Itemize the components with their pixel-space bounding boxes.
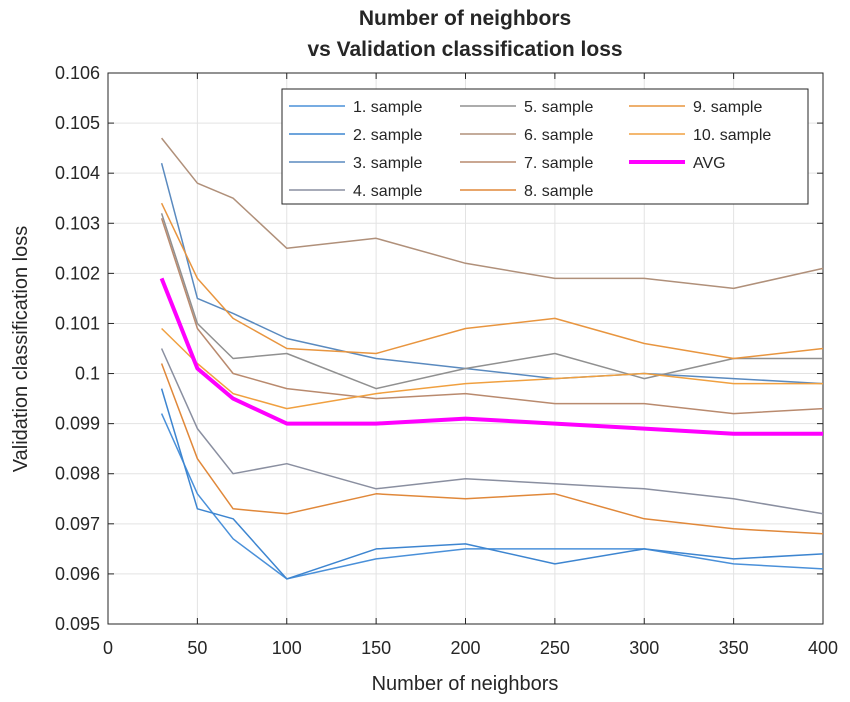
- x-axis-label: Number of neighbors: [372, 673, 559, 695]
- legend-label: 9. sample: [693, 99, 762, 116]
- legend-label: 4. sample: [353, 183, 422, 200]
- y-tick-label: 0.101: [55, 313, 100, 333]
- legend: 1. sample 2. sample 3. sample 4. sample 5. s…: [281, 88, 809, 205]
- x-tick-label: 250: [540, 638, 570, 658]
- x-tick-label: 50: [187, 638, 207, 658]
- x-tick-label: 100: [272, 638, 302, 658]
- series-line-7: [160, 218, 824, 415]
- legend-label: 2. sample: [353, 127, 422, 144]
- legend-box: [281, 88, 809, 205]
- chart-title-line-1: Number of neighbors: [359, 7, 571, 30]
- legend-label: 7. sample: [524, 155, 593, 172]
- y-tick-label: 0.103: [55, 213, 100, 233]
- series-line-5: [160, 213, 823, 390]
- legend-label: 6. sample: [524, 127, 593, 144]
- y-tick-label: 0.105: [55, 113, 100, 133]
- series-line-10: [161, 327, 823, 410]
- legend-label: 10. sample: [693, 127, 771, 144]
- series-group: [159, 137, 824, 580]
- series-line-2: [160, 388, 824, 580]
- y-tick-label: 0.095: [55, 614, 100, 634]
- series-line-3: [160, 163, 824, 385]
- y-tick-label: 0.098: [55, 464, 100, 484]
- y-axis-label: Validation classification loss: [10, 226, 32, 472]
- x-tick-label: 400: [808, 638, 838, 658]
- y-tick-label: 0.104: [55, 163, 100, 183]
- legend-label: 5. sample: [524, 99, 593, 116]
- legend-label: AVG: [693, 155, 726, 172]
- y-tick-label: 0.102: [55, 263, 100, 283]
- legend-label: 8. sample: [524, 183, 593, 200]
- y-tick-label: 0.096: [55, 564, 100, 584]
- x-tick-label: 200: [450, 638, 480, 658]
- x-tick-label: 350: [719, 638, 749, 658]
- series-line-4: [160, 348, 824, 515]
- series-line-11: [159, 277, 823, 436]
- series-line-1: [160, 413, 824, 580]
- y-tick-label: 0.106: [55, 63, 100, 83]
- series-line-8: [160, 363, 824, 535]
- series-line-9: [160, 202, 824, 360]
- y-tick-label: 0.097: [55, 514, 100, 534]
- y-tick-label: 0.099: [55, 414, 100, 434]
- legend-label: 3. sample: [353, 155, 422, 172]
- x-tick-label: 0: [103, 638, 113, 658]
- series-line-6: [161, 137, 824, 290]
- x-tick-label: 150: [361, 638, 391, 658]
- chart-title-line-2: vs Validation classification loss: [307, 38, 622, 61]
- x-tick-label: 300: [629, 638, 659, 658]
- y-tick-label: 0.1: [75, 364, 100, 384]
- legend-label: 1. sample: [353, 99, 422, 116]
